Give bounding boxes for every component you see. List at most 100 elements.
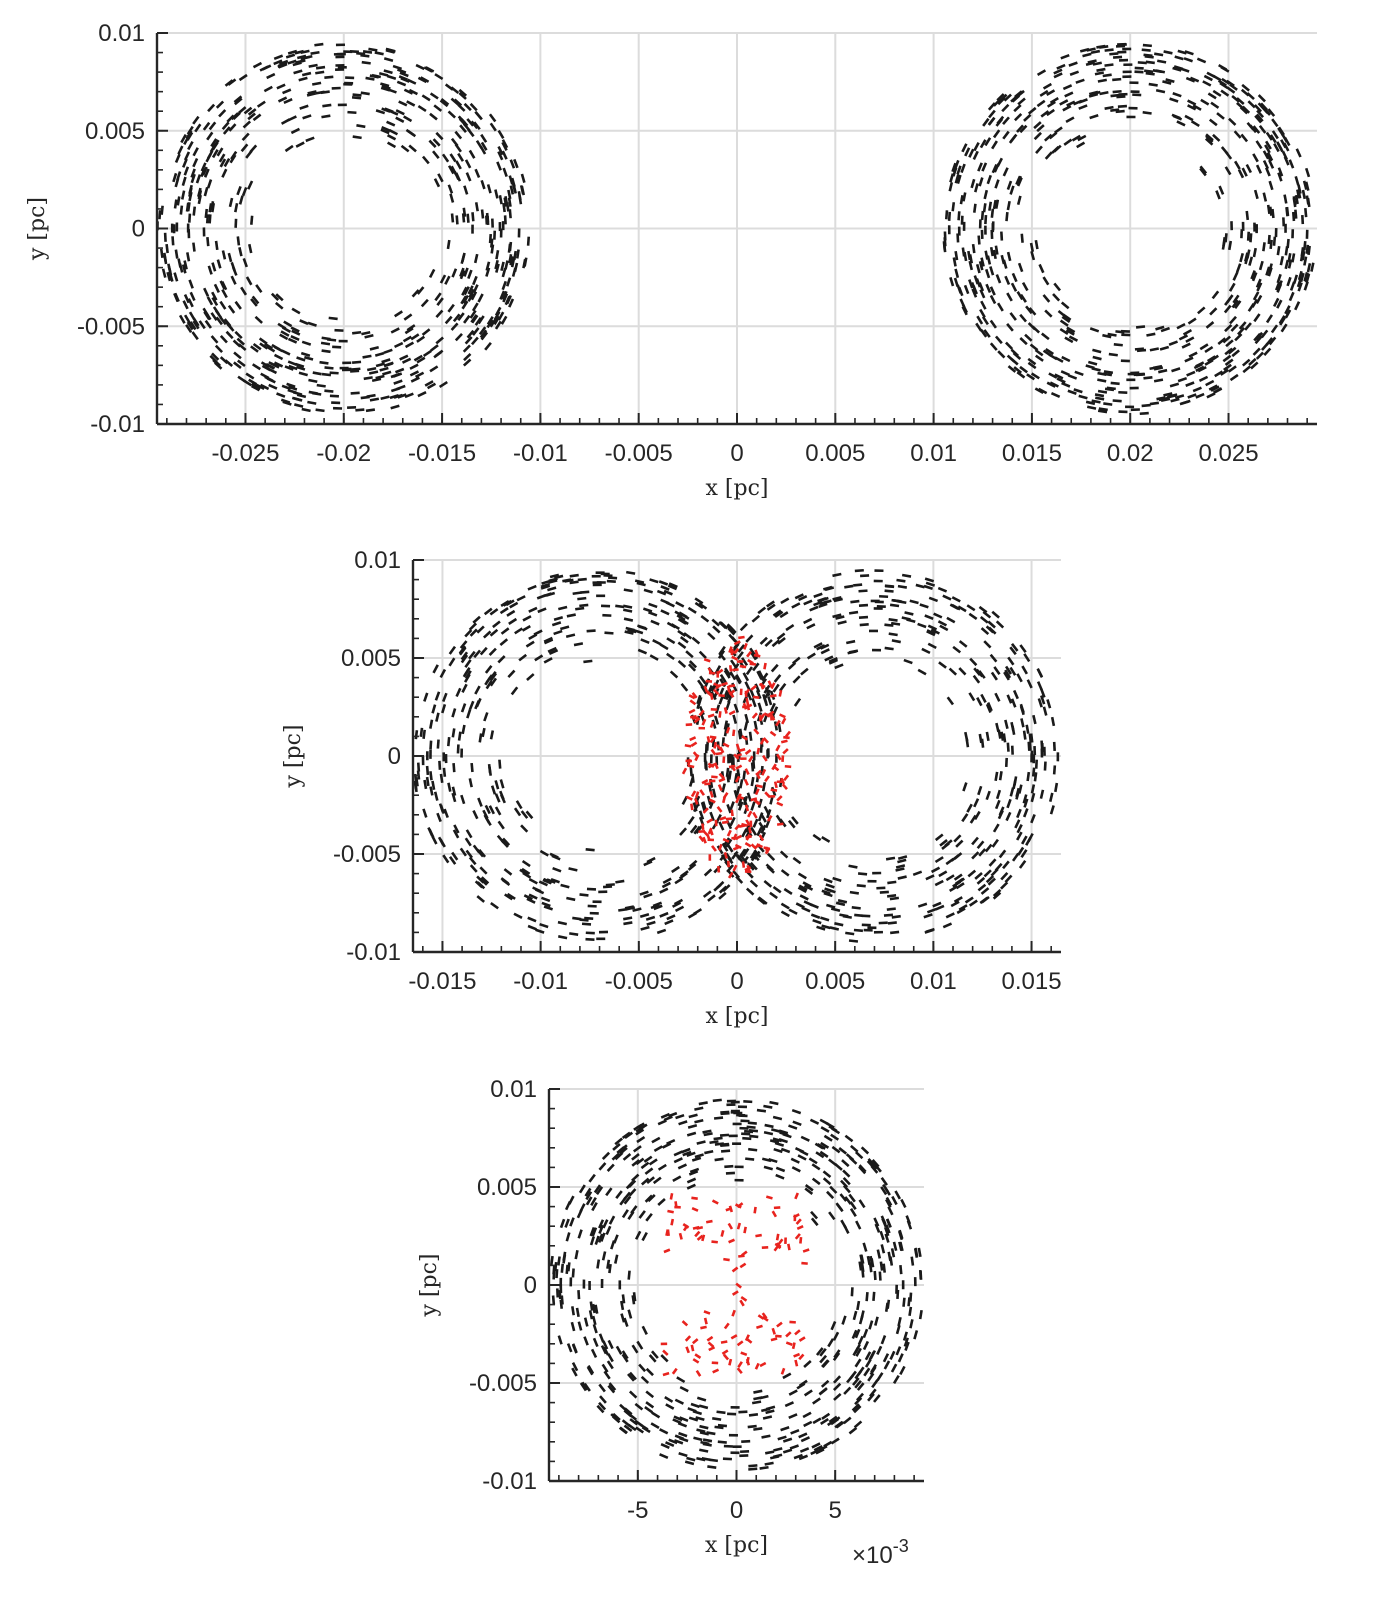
data-point — [308, 390, 318, 395]
data-point — [677, 660, 687, 668]
data-point — [421, 94, 431, 102]
data-point — [1199, 343, 1209, 351]
data-point — [1199, 165, 1208, 175]
data-point — [400, 144, 410, 153]
data-point — [516, 595, 526, 602]
data-point — [1224, 323, 1233, 333]
data-point — [1104, 387, 1115, 392]
data-point — [696, 1396, 707, 1402]
data-point — [476, 625, 485, 634]
data-point — [759, 1361, 767, 1368]
data-point — [986, 702, 993, 712]
data-point — [978, 177, 984, 187]
data-point — [980, 887, 990, 895]
data-point — [787, 661, 797, 670]
data-point — [467, 285, 474, 295]
data-point — [1267, 267, 1273, 277]
data-point — [859, 623, 869, 627]
data-point — [737, 730, 742, 740]
data-point — [628, 1413, 638, 1421]
data-point — [1246, 231, 1251, 241]
data-point — [1016, 824, 1023, 834]
data-point — [1052, 293, 1061, 302]
data-point — [1242, 365, 1252, 374]
data-point — [1169, 97, 1179, 103]
data-point — [779, 850, 789, 859]
data-point — [472, 810, 479, 820]
data-point — [575, 606, 585, 611]
data-point — [441, 153, 450, 163]
data-point — [1234, 333, 1243, 342]
data-point — [741, 1439, 751, 1443]
data-point — [1092, 61, 1102, 66]
data-point — [762, 693, 768, 704]
data-point — [1014, 819, 1021, 829]
data-point — [1292, 274, 1299, 284]
data-point — [471, 314, 479, 324]
data-point — [489, 122, 497, 132]
data-point — [733, 640, 741, 646]
data-point — [771, 1210, 778, 1218]
data-point — [273, 54, 284, 61]
data-point — [203, 168, 210, 178]
data-point — [1224, 358, 1234, 366]
data-point — [635, 1157, 645, 1166]
data-point — [1015, 175, 1022, 185]
data-point — [251, 383, 261, 391]
data-point — [1108, 352, 1118, 357]
data-point — [673, 1415, 683, 1422]
data-point — [583, 1382, 591, 1392]
data-point — [1252, 153, 1259, 163]
data-point — [995, 620, 1005, 629]
data-point — [550, 878, 560, 884]
data-point — [820, 643, 830, 650]
data-point — [276, 83, 286, 90]
data-point — [964, 147, 971, 157]
data-point — [574, 1249, 579, 1260]
data-point — [753, 1206, 757, 1214]
data-point — [1095, 396, 1105, 401]
data-point — [1017, 97, 1026, 106]
data-point — [891, 1195, 898, 1206]
series-2 — [942, 42, 1315, 416]
data-point — [732, 870, 741, 879]
data-point — [812, 1417, 822, 1425]
data-point — [706, 1335, 714, 1342]
data-point — [462, 207, 467, 217]
data-point — [800, 1436, 811, 1443]
data-point — [735, 1282, 742, 1289]
data-point — [718, 645, 726, 655]
data-point — [775, 1233, 780, 1241]
data-point — [1233, 130, 1242, 139]
data-point — [1019, 365, 1028, 374]
data-point — [221, 250, 227, 260]
data-point — [777, 636, 786, 645]
data-point — [1005, 341, 1014, 350]
data-point — [793, 1352, 801, 1358]
data-point — [397, 393, 407, 399]
data-point — [452, 313, 461, 323]
data-point — [829, 1185, 838, 1194]
data-point — [1188, 351, 1198, 358]
data-point — [1011, 272, 1018, 283]
data-point — [183, 260, 188, 270]
data-point — [776, 822, 784, 826]
data-point — [522, 259, 527, 269]
data-point — [605, 1225, 612, 1236]
data-point — [1016, 808, 1022, 819]
data-point — [1060, 370, 1070, 377]
data-point — [641, 1426, 651, 1434]
y-tick-label: 0.005 — [85, 118, 145, 145]
data-point — [832, 876, 842, 882]
data-point — [612, 1142, 621, 1151]
data-point — [712, 1417, 722, 1421]
data-point — [386, 120, 396, 127]
data-point — [627, 1270, 631, 1280]
x-axis-label: x [pc] — [706, 1004, 769, 1029]
data-point — [247, 108, 257, 116]
data-point — [818, 602, 828, 609]
data-point — [211, 352, 220, 361]
data-point — [442, 692, 448, 703]
data-point — [678, 1120, 688, 1126]
data-point — [971, 243, 976, 254]
